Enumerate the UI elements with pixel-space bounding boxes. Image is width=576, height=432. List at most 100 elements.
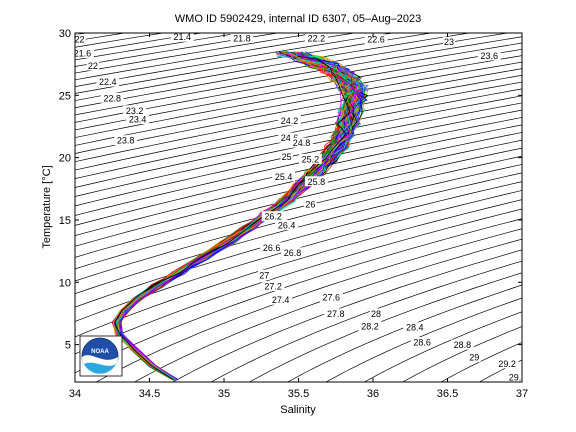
isopycnal-line: [75, 117, 522, 216]
isopycnal-label-background: [451, 339, 474, 350]
isopycnal-line: [75, 68, 522, 154]
isopycnal-label-background: [506, 372, 522, 382]
isopycnal-label-background: [258, 269, 271, 280]
isopycnal-label: 26.8: [284, 248, 302, 258]
isopycnal-label-background: [123, 105, 146, 116]
isopycnal-label-background: [319, 292, 343, 303]
isopycnal-label: 26.2: [264, 212, 282, 222]
isopycnal-label: 26.4: [278, 220, 296, 230]
isopycnal-label-background: [304, 198, 317, 209]
isopycnal-label: 28.6: [413, 338, 431, 348]
isopycnal-label: 27.6: [323, 293, 341, 303]
isopycnal-line: [75, 147, 522, 258]
isopycnal-label: 22.8: [103, 93, 121, 103]
isopycnal-label-background: [261, 281, 285, 292]
isopycnal-label: 29: [469, 353, 479, 363]
isopycnal-label: 25.8: [308, 177, 326, 187]
isopycnal-line: [95, 228, 522, 382]
isopycnal-line: [75, 164, 522, 282]
isopycnal-label: 21.6: [74, 48, 92, 58]
isopycnal-label: 24.8: [293, 138, 311, 148]
y-tick-label: 15: [59, 215, 71, 227]
profile-lines: [111, 51, 369, 381]
isopycnal-label-background: [477, 50, 501, 61]
x-tick-label: 37: [516, 388, 528, 400]
isopycnal-label: 23.2: [126, 106, 144, 116]
isopycnal-line: [75, 33, 357, 81]
isopycnal-line: [133, 238, 522, 382]
isopycnal-label-background: [278, 132, 301, 143]
isopycnal-label: 27.2: [264, 282, 282, 292]
isopycnal-label-background: [364, 34, 388, 45]
isopycnal-label-background: [369, 308, 383, 319]
logo-wave: [84, 362, 116, 374]
isopycnal-line: [172, 249, 522, 382]
isopycnal-label: 22: [74, 35, 84, 45]
isopycnal-label: 25.4: [275, 172, 293, 182]
isopycnal-label-background: [299, 153, 322, 164]
isopycnal-label-background: [272, 171, 295, 182]
isopycnal-line: [75, 172, 522, 295]
y-tick-label: 25: [59, 90, 71, 102]
isopycnal-label: 23.6: [480, 51, 498, 61]
isopycnal-label-background: [403, 322, 427, 333]
isopycnal-label: 27: [259, 270, 269, 280]
isopycnal-label-background: [304, 176, 328, 187]
isopycnal-label: 21.4: [174, 32, 192, 42]
profile-line: [112, 53, 358, 380]
isopycnal-label-background: [75, 47, 94, 58]
isopycnal-label: 22.6: [367, 35, 385, 45]
isopycnal-label: 23: [444, 37, 454, 47]
isopycnal-label: 22: [88, 61, 98, 71]
isopycnal-line: [75, 55, 522, 138]
isopycnal-label-background: [358, 320, 382, 331]
isopycnal-line: [75, 33, 472, 101]
isopycnal-label: 23.4: [129, 115, 147, 125]
isopycnal-line: [75, 33, 510, 109]
isopycnal-label: 21.8: [233, 33, 251, 43]
isopycnal-label-background: [275, 219, 298, 230]
isopycnal-line: [75, 181, 522, 308]
isopycnal-label-background: [96, 76, 120, 87]
y-axis-label: Temperature [°C]: [41, 165, 53, 248]
isopycnal-label-background: [468, 352, 481, 363]
profile-line: [117, 52, 360, 380]
isopycnal-label: 25: [282, 152, 292, 162]
isopycnal-label: 24.6: [281, 133, 299, 143]
isopycnal-line: [75, 48, 522, 131]
isopycnal-label-background: [261, 211, 285, 222]
isopycnal-label-background: [410, 337, 434, 348]
x-tick-label: 34.5: [139, 388, 160, 400]
isopycnal-label-background: [100, 92, 124, 103]
isopycnal-line: [75, 124, 522, 226]
isopycnal-line: [75, 199, 522, 338]
isopycnal-line: [75, 132, 522, 236]
isopycnal-label-background: [442, 36, 456, 47]
isopycnal-line: [75, 33, 434, 94]
logo-text: NOAA: [91, 349, 109, 355]
isopycnal-label-background: [304, 33, 328, 43]
isopycnal-label: 23.8: [117, 136, 135, 146]
isopycnal-label: 25.2: [302, 154, 320, 164]
isopycnal-label: 24.2: [281, 116, 299, 126]
isopycnal-line: [75, 190, 522, 322]
isopycnal-line: [248, 272, 522, 382]
isopycnal-label-background: [495, 358, 519, 369]
y-axis: 5 10 15 20 25 30: [59, 28, 522, 352]
isopycnal-label: 27.8: [327, 309, 345, 319]
isopycnal-label: 22.4: [99, 77, 117, 87]
isopycnal-line: [401, 326, 522, 382]
x-tick-label: 35.5: [288, 388, 309, 400]
noaa-logo: NOAA: [79, 335, 123, 377]
isopycnal-line: [75, 36, 522, 116]
isopycnal-label: 28.2: [361, 321, 379, 331]
isopycnal-line: [75, 33, 395, 87]
x-tick-label: 36: [367, 388, 379, 400]
isopycnal-label-background: [280, 151, 293, 162]
isopycnal-line: [286, 284, 522, 382]
isopycnal-line: [210, 260, 522, 382]
isopycnal-line: [75, 139, 522, 247]
x-tick-label: 34: [69, 388, 81, 400]
